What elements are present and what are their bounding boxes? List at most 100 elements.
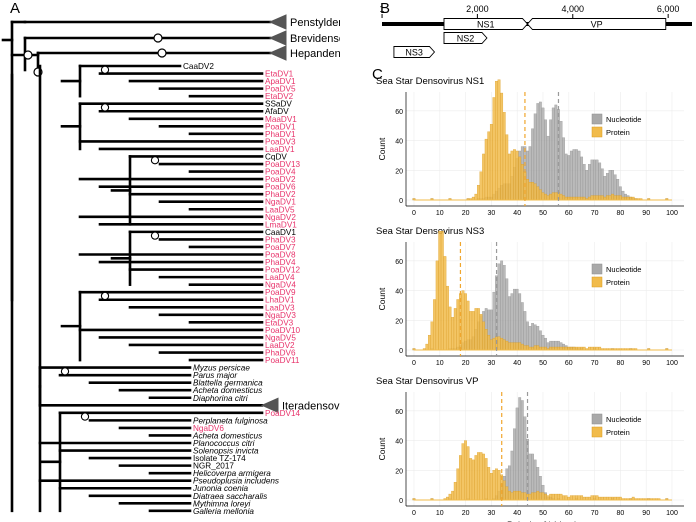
histogram-bar-protein bbox=[528, 493, 532, 501]
node-support-circle bbox=[100, 65, 110, 74]
histogram-bar-protein bbox=[554, 493, 558, 501]
histogram-bar-protein bbox=[533, 492, 537, 501]
leaf-label: PoaDV1 bbox=[265, 122, 296, 131]
legend-label-protein: Protein bbox=[606, 278, 630, 287]
histogram-bar-protein bbox=[497, 79, 501, 201]
leaf-label: Perplaneta fulginosa bbox=[193, 416, 268, 425]
x-tick-label: 0 bbox=[412, 210, 416, 217]
histogram-bar-nucleotide bbox=[593, 159, 596, 201]
histogram-bar-protein bbox=[412, 498, 416, 501]
histogram-bar-protein bbox=[502, 339, 506, 351]
histogram-bar-protein bbox=[471, 311, 475, 351]
leaf-label: SSaDV bbox=[265, 100, 292, 109]
y-tick-label: 0 bbox=[399, 498, 403, 505]
legend-label-protein: Protein bbox=[606, 428, 630, 437]
histogram-bar-protein bbox=[531, 492, 534, 501]
histogram-bar-protein bbox=[559, 493, 563, 501]
histogram-bar-protein bbox=[433, 299, 436, 351]
histogram-bar-protein bbox=[497, 470, 501, 501]
histogram-bar-protein bbox=[546, 195, 550, 201]
x-tick-label: 70 bbox=[591, 510, 599, 517]
histogram-panel: Sea Star Densovirus NS3 0 20 40 60 0 10 20 30 40 5… bbox=[376, 226, 684, 367]
leaf-label: EtaDV3 bbox=[265, 318, 294, 327]
histogram-bar-protein bbox=[477, 452, 480, 501]
clade-label-penstyldensovirus: Penstyldensovirus bbox=[290, 17, 340, 29]
histogram-bar-protein bbox=[453, 308, 457, 351]
histogram-bar-protein bbox=[526, 179, 529, 201]
node-support-circle bbox=[150, 231, 160, 240]
histogram-bar-protein bbox=[484, 138, 488, 201]
x-tick-label: 60 bbox=[565, 210, 573, 217]
histogram-bar-protein bbox=[482, 321, 485, 351]
histogram-bar-protein bbox=[541, 492, 545, 501]
histogram-bar-protein bbox=[484, 329, 488, 351]
histogram-bar-protein bbox=[523, 492, 527, 501]
histogram-bar-protein bbox=[595, 195, 599, 201]
histogram-bar-protein bbox=[505, 486, 509, 501]
histogram-bar-protein bbox=[528, 182, 532, 201]
x-tick-label: 80 bbox=[617, 360, 625, 367]
y-tick-label: 60 bbox=[395, 109, 403, 116]
histogram-bar-nucleotide bbox=[523, 311, 527, 351]
histogram-bar-protein bbox=[412, 348, 416, 351]
histogram-bar-protein bbox=[508, 153, 511, 201]
histogram-bar-nucleotide bbox=[559, 121, 563, 201]
y-tick-label: 20 bbox=[395, 168, 403, 175]
leaf-label: PoaDV4 bbox=[265, 168, 296, 177]
histogram-bar-protein bbox=[513, 149, 516, 201]
y-tick-label: 60 bbox=[395, 259, 403, 266]
clade-label-iteradensovirus: Iteradensovirus bbox=[282, 400, 340, 412]
legend-swatch-nucleotide bbox=[591, 113, 603, 125]
clade-triangle bbox=[260, 397, 279, 414]
histogram-title: Sea Star Densovirus VP bbox=[376, 376, 478, 387]
leaf-label: Junonia coenia bbox=[192, 484, 249, 493]
node-support-circle bbox=[100, 103, 110, 112]
leaf-label: Blattella germanica bbox=[193, 379, 263, 388]
panel-b-label: B bbox=[380, 0, 391, 17]
orf-ns3-label: NS3 bbox=[405, 48, 423, 58]
leaf-label: LaaDV2 bbox=[265, 341, 295, 350]
histogram-bar-nucleotide bbox=[595, 159, 599, 201]
histogram-bar-protein bbox=[580, 495, 584, 501]
y-axis-label: Count bbox=[377, 137, 387, 160]
leaf-label: PoaDV6 bbox=[265, 183, 296, 192]
leaf-label: LaaDV1 bbox=[265, 145, 295, 154]
legend-swatch-protein bbox=[591, 426, 603, 438]
histogram-bar-protein bbox=[590, 495, 594, 501]
histogram-bar-nucleotide bbox=[572, 149, 576, 201]
leaf-label: LaaDV5 bbox=[265, 205, 295, 214]
histogram-bar-protein bbox=[575, 495, 578, 501]
leaf-label: Helicoverpa armigera bbox=[193, 469, 271, 478]
histogram-bar-protein bbox=[526, 345, 529, 351]
histogram-bar-protein bbox=[440, 230, 444, 351]
histogram-bar-nucleotide bbox=[585, 170, 589, 201]
histogram-bar-protein bbox=[564, 495, 568, 501]
histogram-bar-nucleotide bbox=[528, 453, 532, 501]
node-support-circle bbox=[100, 291, 110, 301]
orf-vp-label: VP bbox=[591, 20, 603, 30]
y-tick-label: 0 bbox=[399, 198, 403, 205]
histogram-bar-protein bbox=[533, 183, 537, 201]
histogram-bar-nucleotide bbox=[575, 149, 578, 201]
orf-ns1-label: NS1 bbox=[477, 20, 495, 30]
node-support-circle bbox=[153, 33, 163, 43]
histogram-bar-protein bbox=[595, 495, 599, 501]
leaf-label: NgaDV1 bbox=[265, 198, 296, 207]
leaf-label: Acheta domesticus bbox=[192, 431, 262, 440]
histogram-bar-protein bbox=[551, 192, 555, 201]
histogram-bar-protein bbox=[438, 230, 442, 351]
histogram-bar-protein bbox=[590, 195, 594, 201]
histogram-bar-protein bbox=[495, 468, 498, 501]
legend-label-nucleotide: Nucleotide bbox=[606, 115, 641, 124]
histogram-bar-nucleotide bbox=[505, 278, 509, 351]
histogram-bar-protein bbox=[487, 131, 491, 201]
x-tick-label: 80 bbox=[617, 510, 625, 517]
leaf-label: Diatraea saccharalis bbox=[193, 492, 267, 501]
histogram-bar-protein bbox=[474, 455, 478, 501]
genome-ticks: 1 2,000 4,000 6,000 bbox=[380, 4, 679, 18]
histogram-bar-protein bbox=[518, 342, 522, 351]
leaf-label: LmaDV1 bbox=[265, 220, 297, 229]
histogram-bar-protein bbox=[577, 495, 581, 501]
x-tick-label: 100 bbox=[666, 510, 678, 517]
genome-tick-label: 1 bbox=[380, 4, 385, 14]
